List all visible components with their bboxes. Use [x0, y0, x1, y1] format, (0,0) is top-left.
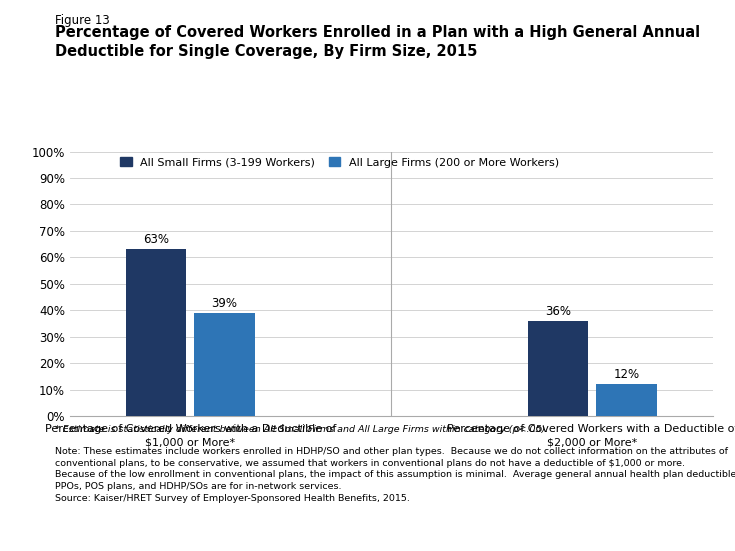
Text: 39%: 39%: [212, 296, 237, 310]
Text: 36%: 36%: [545, 305, 571, 317]
Text: * Estimate is statistically different between All Small Firms and All Large Firm: * Estimate is statistically different be…: [55, 425, 548, 434]
Text: 12%: 12%: [614, 368, 639, 381]
Text: Percentage of Covered Workers Enrolled in a Plan with a High General Annual
Dedu: Percentage of Covered Workers Enrolled i…: [55, 25, 700, 59]
Legend: All Small Firms (3-199 Workers), All Large Firms (200 or More Workers): All Small Firms (3-199 Workers), All Lar…: [121, 157, 559, 168]
Text: Source: Kaiser/HRET Survey of Employer-Sponsored Health Benefits, 2015.: Source: Kaiser/HRET Survey of Employer-S…: [55, 494, 410, 503]
Text: Note: These estimates include workers enrolled in HDHP/SO and other plan types. : Note: These estimates include workers en…: [55, 447, 735, 491]
Bar: [596, 384, 656, 416]
Bar: [126, 250, 187, 416]
Bar: [195, 313, 255, 416]
Text: 63%: 63%: [143, 233, 169, 246]
Text: Figure 13: Figure 13: [55, 14, 110, 27]
Bar: [528, 321, 588, 416]
